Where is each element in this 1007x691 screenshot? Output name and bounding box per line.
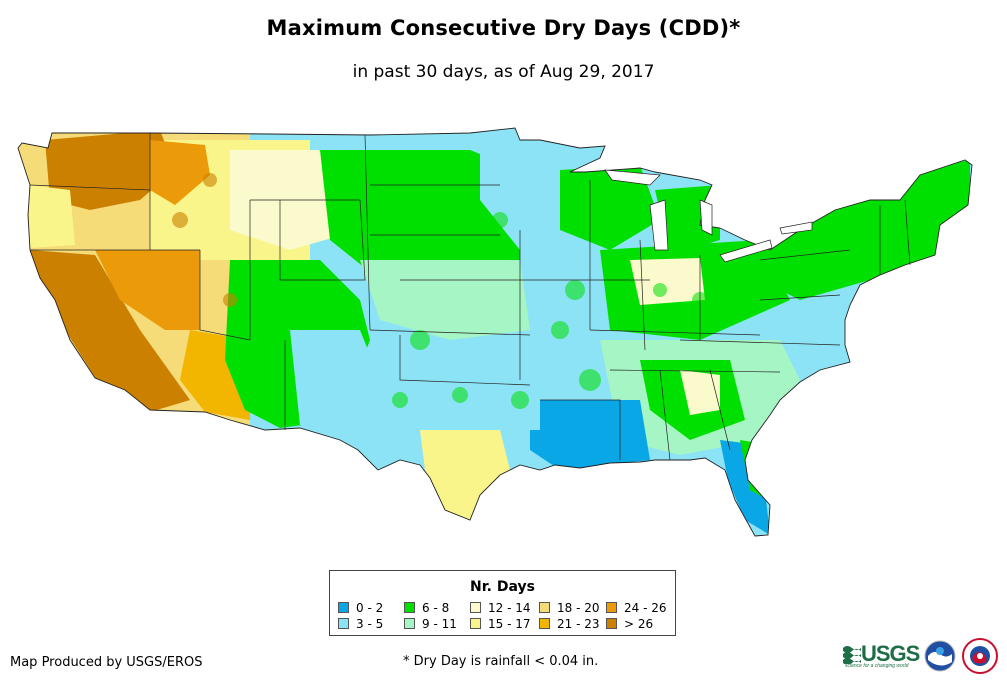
legend-item-21-23: 21 - 23 — [539, 618, 600, 630]
legend-swatch — [338, 618, 349, 629]
map-subtitle: in past 30 days, as of Aug 29, 2017 — [352, 62, 655, 82]
legend-item-15-17: 15 - 17 — [470, 618, 531, 630]
legend-swatch — [606, 618, 617, 629]
speckle-texture — [373, 211, 708, 409]
legend-item-24-26: 24 - 26 — [606, 602, 667, 614]
legend-label: 15 - 17 — [488, 617, 531, 631]
legend-swatch — [606, 602, 617, 613]
legend-swatch — [338, 602, 349, 613]
zone-south-texas-dry — [420, 430, 510, 520]
legend-item-6-8: 6 - 8 — [404, 602, 449, 614]
legend-title: Nr. Days — [470, 579, 535, 595]
zone-gulf-coast-wet — [530, 400, 650, 470]
legend-label: 0 - 2 — [356, 601, 384, 615]
legend-item-3-5: 3 - 5 — [338, 618, 383, 630]
legend-swatch — [539, 618, 550, 629]
great-lakes — [604, 169, 813, 263]
legend-item-12-14: 12 - 14 — [470, 602, 531, 614]
legend-label: 12 - 14 — [488, 601, 531, 615]
legend-label: 18 - 20 — [557, 601, 600, 615]
zone-texas-east — [480, 370, 540, 430]
legend-label: 9 - 11 — [422, 617, 457, 631]
zone-new-mexico-mix — [290, 330, 380, 425]
legend-item-gt-26: > 26 — [606, 618, 653, 630]
usgs-logo: USGS science for a changing world — [843, 641, 920, 671]
zone-alabama-dry — [680, 370, 720, 415]
zone-oregon-coast-mild — [28, 185, 75, 248]
credit-text: Map Produced by USGS/EROS — [10, 655, 203, 670]
legend-swatch — [404, 618, 415, 629]
legend-label: 21 - 23 — [557, 617, 600, 631]
usgs-wordmark: USGS — [861, 641, 920, 666]
map-legend: Nr. Days 0 - 2 3 - 5 6 - 8 9 - 11 12 - 1… — [329, 570, 676, 636]
legend-label: 24 - 26 — [624, 601, 667, 615]
legend-label: 3 - 5 — [356, 617, 384, 631]
state-boundaries — [29, 133, 911, 461]
usgs-tagline: science for a changing world — [845, 663, 909, 669]
noaa-logo-icon — [924, 640, 956, 672]
us-map — [17, 127, 973, 537]
legend-label: 6 - 8 — [422, 601, 450, 615]
zone-northeast — [760, 160, 970, 300]
legend-swatch — [470, 618, 481, 629]
map-title: Maximum Consecutive Dry Days (CDD)* — [266, 16, 741, 40]
dry-speckle-texture — [66, 160, 237, 370]
legend-label: > 26 — [624, 617, 654, 631]
legend-swatch — [404, 602, 415, 613]
legend-item-0-2: 0 - 2 — [338, 602, 383, 614]
nws-logo-icon — [962, 638, 998, 674]
zone-nevada-dry — [95, 250, 200, 330]
legend-item-18-20: 18 - 20 — [539, 602, 600, 614]
zone-idaho-dry — [150, 140, 210, 205]
zone-indiana-pale — [630, 258, 705, 305]
legend-swatch — [470, 602, 481, 613]
dry-day-note: * Dry Day is rainfall < 0.04 in. — [403, 654, 599, 669]
zone-wisconsin-green — [560, 165, 660, 250]
legend-swatch — [539, 602, 550, 613]
usgs-wave-icon — [843, 646, 861, 664]
legend-item-9-11: 9 - 11 — [404, 618, 457, 630]
zone-california-driest — [30, 250, 190, 412]
zone-mid-atlantic-blue — [790, 300, 850, 360]
